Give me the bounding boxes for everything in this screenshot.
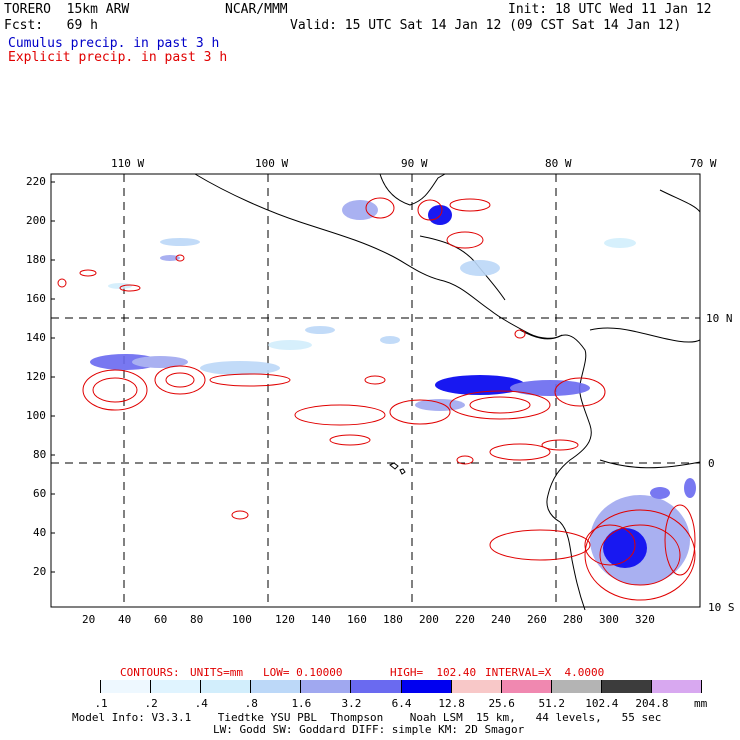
y-tick-label: 160 — [26, 292, 46, 305]
init-time: Init: 18 UTC Wed 11 Jan 12 — [508, 2, 712, 17]
colorbar-swatch — [151, 680, 202, 693]
lon-label-110w: 110 W — [111, 157, 145, 170]
lat-label-10n: 10 N — [706, 312, 733, 325]
colorbar-label: .4 — [194, 697, 208, 710]
caribbean-coast — [589, 327, 701, 343]
galapagos — [389, 462, 406, 475]
y-ticks — [51, 181, 55, 573]
colorbar-swatch — [401, 680, 452, 693]
colorbar-swatch — [251, 680, 302, 693]
x-tick-label: 140 — [311, 613, 331, 626]
x-tick-label: 260 — [527, 613, 547, 626]
colorbar-swatch — [101, 680, 152, 693]
colorbar-swatch — [651, 680, 702, 693]
colorbar-label: 12.8 — [438, 697, 465, 710]
cumulus-precip — [90, 200, 696, 585]
y-tick-label: 120 — [26, 370, 46, 383]
x-tick-label: 180 — [383, 613, 403, 626]
colorbar-swatch — [451, 680, 502, 693]
center-label: NCAR/MMM — [225, 2, 288, 17]
lon-label-80w: 80 W — [545, 157, 572, 170]
lon-label-70w: 70 W — [690, 157, 717, 170]
colorbar-unit: mm — [694, 697, 708, 710]
x-tick-label: 100 — [232, 613, 252, 626]
legend-explicit: Explicit precip. in past 3 h — [8, 50, 228, 65]
colorbar-swatch — [501, 680, 552, 693]
x-tick-label: 120 — [275, 613, 295, 626]
explicit-precip-contours — [57, 197, 696, 601]
y-tick-label: 180 — [26, 253, 46, 266]
legend-cumulus: Cumulus precip. in past 3 h — [8, 36, 220, 51]
colorbar-swatch — [601, 680, 652, 693]
colorbar-swatch — [201, 680, 252, 693]
colorbar-label: 204.8 — [635, 697, 669, 710]
colorbar-label: .1 — [94, 697, 108, 710]
y-tick-label: 80 — [33, 448, 47, 461]
colorbar-swatch — [51, 680, 102, 693]
x-tick-label: 200 — [419, 613, 439, 626]
colorbar-label: 51.2 — [538, 697, 566, 710]
colorbar-label: .2 — [144, 697, 158, 710]
contour-units: UNITS=mm — [190, 666, 243, 679]
y-tick-label: 140 — [26, 331, 46, 344]
colorbar-label: 25.6 — [488, 697, 515, 710]
y-tick-label: 20 — [33, 565, 47, 578]
colorbar-swatch — [551, 680, 602, 693]
y-tick-label: 200 — [26, 214, 46, 227]
colorbar-label: 6.4 — [391, 697, 412, 710]
colorbar-label: 1.6 — [291, 697, 312, 710]
y-tick-label: 220 — [26, 175, 46, 188]
x-tick-label: 300 — [599, 613, 619, 626]
south-america-west-coast — [559, 521, 586, 611]
contour-interval: INTERVAL=X 4.0000 — [485, 666, 605, 679]
x-tick-label: 60 — [154, 613, 168, 626]
contour-low: LOW= 0.10000 — [263, 666, 343, 679]
x-tick-label: 40 — [118, 613, 132, 626]
model-title: TORERO 15km ARW — [4, 2, 130, 17]
contour-heading: CONTOURS: — [120, 666, 180, 679]
forecast-hour: Fcst: 69 h — [4, 18, 98, 33]
interior-border — [599, 459, 701, 469]
lat-label-0: 0 — [708, 457, 715, 470]
x-tick-label: 80 — [190, 613, 204, 626]
y-tick-label: 60 — [33, 487, 47, 500]
x-tick-label: 20 — [82, 613, 96, 626]
x-tick-label: 280 — [563, 613, 583, 626]
y-tick-label: 100 — [26, 409, 46, 422]
y-tick-label: 40 — [33, 526, 47, 539]
colorbar-label: 102.4 — [585, 697, 619, 710]
colorbar-swatch — [301, 680, 352, 693]
x-tick-label: 220 — [455, 613, 475, 626]
physics-info: LW: Godd SW: Goddard DIFF: simple KM: 2D… — [213, 723, 525, 736]
lat-label-10s: 10 S — [708, 601, 735, 614]
colorbar-swatch — [351, 680, 402, 693]
valid-time: Valid: 15 UTC Sat 14 Jan 12 (09 CST Sat … — [290, 18, 682, 33]
yucatan-coast — [379, 173, 446, 206]
mexico-coast — [194, 173, 563, 339]
lon-label-90w: 90 W — [401, 157, 428, 170]
model-info: Model Info: V3.3.1 Tiedtke YSU PBL Thomp… — [72, 711, 662, 724]
x-tick-label: 320 — [635, 613, 655, 626]
cuba — [659, 189, 701, 213]
colorbar-label: 3.2 — [341, 697, 362, 710]
x-tick-label: 240 — [491, 613, 511, 626]
lon-label-100w: 100 W — [255, 157, 289, 170]
panama-coast — [519, 329, 592, 523]
coastlines — [194, 173, 701, 611]
contour-high: HIGH= 102.40 — [390, 666, 477, 679]
map-frame — [50, 173, 701, 608]
x-tick-label: 160 — [347, 613, 367, 626]
colorbar-label: .8 — [244, 697, 258, 710]
